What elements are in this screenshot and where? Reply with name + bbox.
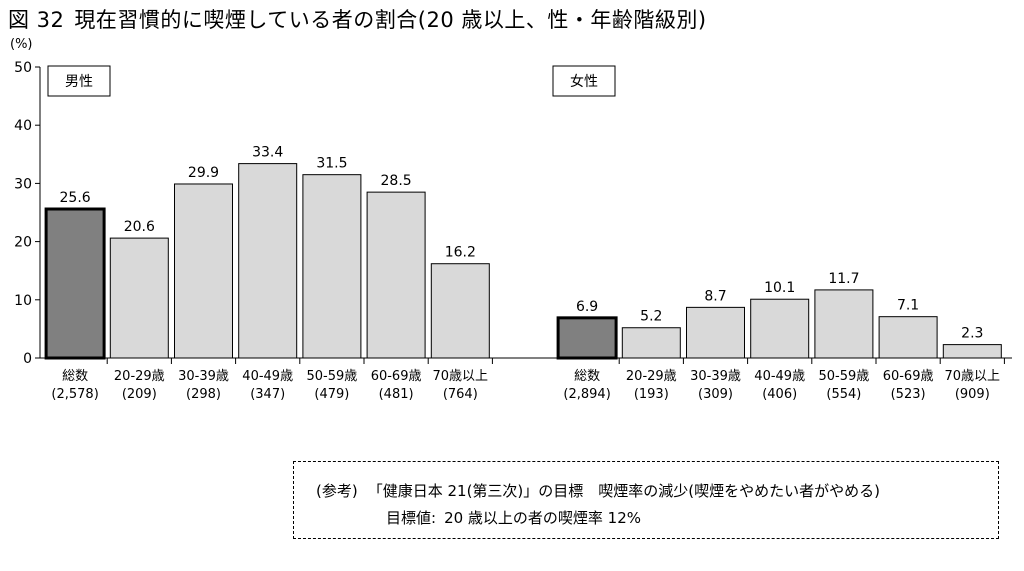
- y-axis-unit: (%): [10, 37, 33, 52]
- bar-age-group: [174, 183, 233, 359]
- x-category-label: 50-59歳: [819, 369, 870, 384]
- bar-total: [44, 207, 106, 360]
- x-category-label: 70歳以上: [433, 369, 489, 384]
- y-tick-label: 30: [14, 176, 32, 192]
- bar-age-group: [238, 163, 298, 359]
- group-label: 男性: [65, 74, 93, 90]
- data-label: 20.6: [124, 219, 155, 235]
- x-category-label: 50-59歳: [307, 369, 358, 384]
- bar-age-group: [814, 289, 874, 359]
- data-label: 29.9: [188, 165, 219, 181]
- bar-age-group: [621, 327, 681, 359]
- note-line-1: (参考) 「健康日本 21(第三次)」の目標 喫煙率の減少(喫煙をやめたい者がやめ…: [316, 480, 880, 501]
- data-label: 16.2: [445, 245, 476, 261]
- bar-total: [556, 316, 618, 360]
- group-label-box: [47, 65, 111, 97]
- bar-age-group: [686, 306, 745, 359]
- x-sample-count: (909): [955, 387, 990, 402]
- x-sample-count: (298): [186, 387, 221, 402]
- bar-age-group: [942, 344, 1002, 359]
- note-prefix: (参考): [316, 482, 358, 500]
- x-category-label: 40-49歳: [754, 369, 805, 384]
- x-category-label: 総数: [62, 369, 88, 384]
- data-label: 31.5: [316, 156, 347, 172]
- data-label: 28.5: [381, 173, 412, 189]
- x-category-label: 70歳以上: [945, 369, 1001, 384]
- bar-age-group: [750, 298, 810, 359]
- x-sample-count: (2,894): [563, 387, 610, 402]
- note-target-label: 目標値:: [386, 509, 437, 527]
- x-sample-count: (2,578): [51, 387, 98, 402]
- group-label-box: [552, 65, 616, 97]
- data-label: 6.9: [576, 299, 598, 315]
- bar-age-group: [366, 191, 426, 359]
- data-label: 7.1: [897, 298, 919, 314]
- y-tick-label: 40: [14, 118, 32, 134]
- x-category-label: 60-69歳: [883, 369, 934, 384]
- x-category-label: 30-39歳: [690, 369, 741, 384]
- data-label: 10.1: [764, 280, 795, 296]
- bar-age-group: [109, 237, 169, 359]
- data-label: 25.6: [60, 190, 91, 206]
- chart-title: 図 32 現在習慣的に喫煙している者の割合(20 歳以上、性・年齢階級別): [8, 4, 717, 34]
- x-sample-count: (193): [634, 387, 669, 402]
- data-label: 8.7: [704, 288, 726, 304]
- x-sample-count: (523): [891, 387, 926, 402]
- data-label: 2.3: [961, 326, 983, 342]
- bar-age-group: [302, 174, 362, 359]
- data-label: 11.7: [828, 271, 859, 287]
- x-category-label: 20-29歳: [626, 369, 677, 384]
- x-sample-count: (764): [443, 387, 478, 402]
- x-sample-count: (209): [122, 387, 157, 402]
- x-sample-count: (406): [762, 387, 797, 402]
- y-tick-label: 0: [23, 351, 32, 367]
- data-label: 33.4: [252, 145, 283, 161]
- note-target-text: 「健康日本 21(第三次)」の目標 喫煙率の減少(喫煙をやめたい者がやめる): [367, 482, 880, 500]
- y-tick-label: 20: [14, 235, 32, 251]
- bar-age-group: [430, 263, 490, 359]
- note-line-2: 目標値: 20 歳以上の者の喫煙率 12%: [386, 507, 641, 528]
- x-sample-count: (479): [314, 387, 349, 402]
- x-sample-count: (554): [826, 387, 861, 402]
- x-category-label: 30-39歳: [178, 369, 229, 384]
- note-target-value: 20 歳以上の者の喫煙率 12%: [444, 509, 642, 527]
- bar-age-group: [878, 316, 938, 359]
- data-label: 5.2: [640, 309, 662, 325]
- y-tick-label: 10: [14, 293, 32, 309]
- x-sample-count: (347): [250, 387, 285, 402]
- x-category-label: 60-69歳: [371, 369, 422, 384]
- x-sample-count: (309): [698, 387, 733, 402]
- y-tick-label: 50: [14, 60, 32, 76]
- group-label: 女性: [570, 73, 598, 90]
- x-sample-count: (481): [379, 387, 414, 402]
- x-category-label: 20-29歳: [114, 369, 165, 384]
- figure-number: 図 32: [8, 8, 65, 32]
- x-category-label: 総数: [574, 369, 600, 384]
- x-category-label: 40-49歳: [242, 369, 293, 384]
- figure-title-text: 現在習慣的に喫煙している者の割合(20 歳以上、性・年齢階級別): [74, 8, 707, 32]
- reference-note-box: (参考) 「健康日本 21(第三次)」の目標 喫煙率の減少(喫煙をやめたい者がやめ…: [293, 461, 999, 539]
